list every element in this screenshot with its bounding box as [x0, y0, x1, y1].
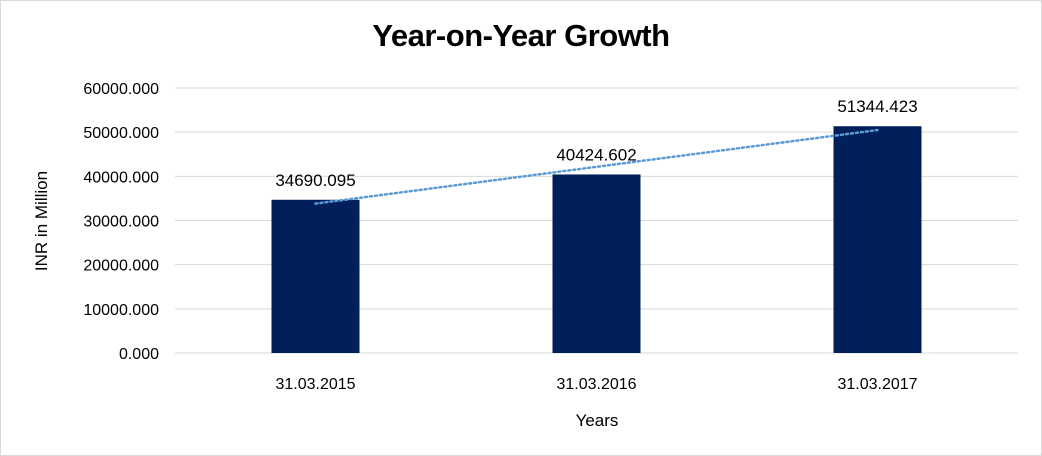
bar: [833, 126, 922, 354]
y-tick-label: 20000.000: [83, 258, 159, 275]
y-tick-label: 10000.000: [83, 302, 159, 319]
y-axis-label: INR in Million: [32, 171, 51, 271]
x-axis-label: Years: [576, 411, 619, 430]
y-tick-label: 0.000: [119, 346, 159, 363]
x-tick-labels: 31.03.2015 31.03.2016 31.03.2017: [275, 376, 917, 393]
data-label: 40424.602: [556, 145, 636, 164]
bar: [271, 199, 360, 353]
y-tick-label: 30000.000: [83, 214, 159, 231]
bars: [271, 126, 922, 354]
chart-title: Year-on-Year Growth: [372, 18, 670, 53]
trendline: [314, 128, 879, 205]
y-tick-label: 50000.000: [83, 125, 159, 142]
bar: [552, 174, 641, 353]
x-tick-label: 31.03.2016: [556, 376, 636, 393]
y-tick-label: 60000.000: [83, 81, 159, 98]
y-tick-label: 40000.000: [83, 169, 159, 186]
data-labels: 34690.095 40424.602 51344.423: [275, 97, 917, 190]
data-label: 51344.423: [837, 97, 917, 116]
y-tick-labels: 0.000 10000.000 20000.000 30000.000 40000.00…: [83, 81, 159, 363]
x-tick-label: 31.03.2017: [837, 376, 917, 393]
data-label: 34690.095: [275, 171, 355, 190]
x-tick-label: 31.03.2015: [275, 376, 355, 393]
trendline-path: [314, 128, 879, 205]
